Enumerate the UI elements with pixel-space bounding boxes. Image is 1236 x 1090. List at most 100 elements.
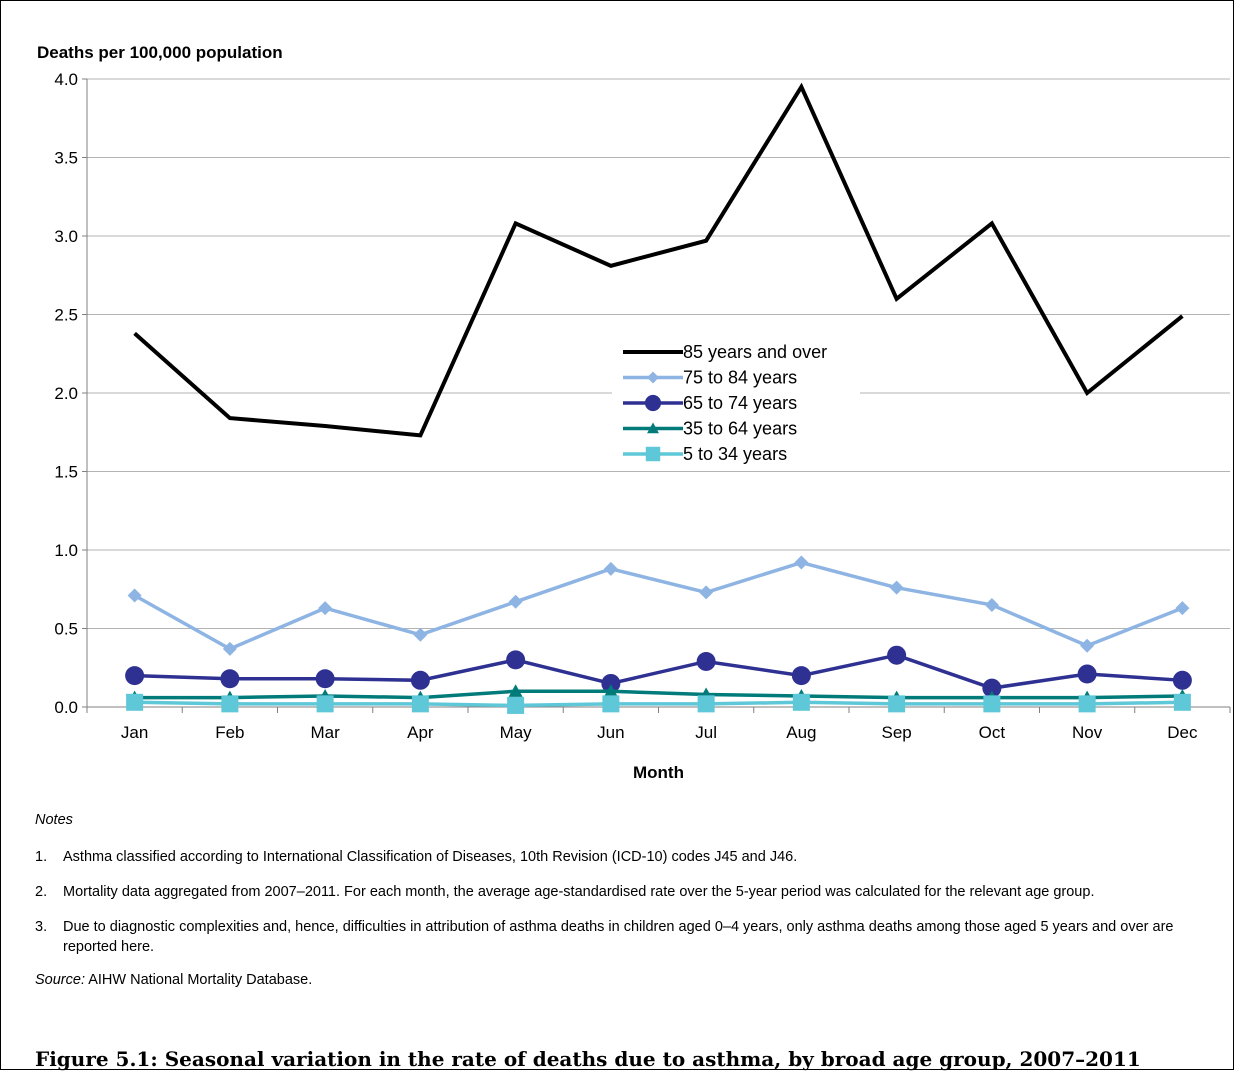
legend-entry: 35 to 64 years bbox=[623, 419, 797, 439]
data-point bbox=[794, 555, 809, 570]
series-85-years-and-over bbox=[133, 82, 1184, 438]
legend-label: 65 to 74 years bbox=[683, 393, 797, 413]
x-tick-label: Mar bbox=[310, 723, 340, 742]
data-point bbox=[696, 651, 716, 671]
y-tick-label: 3.0 bbox=[54, 227, 78, 246]
data-point bbox=[984, 597, 999, 612]
data-point bbox=[602, 695, 620, 713]
legend-entry: 5 to 34 years bbox=[623, 444, 787, 464]
series-line bbox=[134, 700, 1183, 708]
x-tick-label: Oct bbox=[979, 723, 1006, 742]
data-point bbox=[791, 666, 811, 686]
y-tick-label: 1.0 bbox=[54, 541, 78, 560]
data-point bbox=[125, 666, 145, 686]
data-point bbox=[507, 696, 525, 714]
series-line bbox=[134, 689, 1183, 700]
line-chart: 0.0 0.5 1.0 1.5 2.0 2.5 3.0 3.5 4.0 Jan Feb Mar Apr M… bbox=[54, 70, 1231, 782]
x-tick-label: Aug bbox=[786, 723, 816, 742]
x-tick-label: Feb bbox=[215, 723, 244, 742]
note-item: 3. Due to diagnostic complexities and, h… bbox=[35, 917, 1225, 957]
x-axis-title: Month bbox=[633, 763, 684, 782]
y-tick-label: 3.5 bbox=[54, 149, 78, 168]
x-tick-label: Jun bbox=[597, 723, 624, 742]
legend: 85 years and over 75 to 84 years 65 to 74 … bbox=[612, 337, 860, 470]
note-number: 1. bbox=[35, 849, 48, 865]
source-text: AIHW National Mortality Database. bbox=[84, 972, 313, 988]
series-line bbox=[134, 653, 1183, 690]
source-line: Source: AIHW National Mortality Database… bbox=[35, 970, 1225, 990]
y-tick-label: 2.5 bbox=[54, 306, 78, 325]
x-tick-label: Nov bbox=[1072, 723, 1103, 742]
data-point bbox=[410, 670, 430, 690]
legend-label: 35 to 64 years bbox=[683, 419, 797, 439]
axes: 0.0 0.5 1.0 1.5 2.0 2.5 3.0 3.5 4.0 Jan Feb Mar Apr M… bbox=[54, 70, 1231, 782]
y-tick-label: 0.0 bbox=[54, 698, 78, 717]
notes-section: Notes 1. Asthma classified according to … bbox=[35, 810, 1225, 990]
data-point bbox=[1078, 695, 1096, 713]
legend-label: 85 years and over bbox=[683, 342, 827, 362]
note-item: 1. Asthma classified according to Intern… bbox=[35, 847, 1225, 867]
note-text: Asthma classified according to Internati… bbox=[63, 849, 798, 865]
x-tick-label: Dec bbox=[1167, 723, 1198, 742]
series-lines bbox=[125, 82, 1192, 714]
data-point bbox=[603, 561, 618, 576]
data-point bbox=[318, 601, 333, 616]
data-point bbox=[411, 695, 429, 713]
legend-label: 5 to 34 years bbox=[683, 444, 787, 464]
note-number: 2. bbox=[35, 884, 48, 900]
data-point bbox=[647, 371, 659, 384]
y-tick-label: 4.0 bbox=[54, 70, 78, 89]
note-text: Mortality data aggregated from 2007–2011… bbox=[63, 884, 1095, 900]
series-75-to-84-years bbox=[127, 555, 1190, 656]
data-point bbox=[413, 627, 428, 642]
legend-entry: 85 years and over bbox=[623, 342, 827, 362]
y-tick-label: 0.5 bbox=[54, 620, 78, 639]
data-point bbox=[887, 645, 907, 665]
x-tick-label: Sep bbox=[882, 723, 912, 742]
data-point bbox=[126, 693, 144, 711]
data-point bbox=[889, 580, 904, 595]
data-point bbox=[888, 695, 906, 713]
data-point bbox=[506, 650, 526, 670]
series-35-to-64-years bbox=[127, 684, 1190, 704]
data-point bbox=[127, 588, 142, 603]
series-5-to-34-years bbox=[126, 693, 1191, 714]
data-point bbox=[645, 446, 661, 462]
y-axis-title: Deaths per 100,000 population bbox=[37, 43, 283, 62]
notes-heading: Notes bbox=[35, 812, 73, 828]
note-number: 3. bbox=[35, 919, 48, 935]
source-label: Source: bbox=[35, 972, 85, 988]
data-point bbox=[1172, 670, 1192, 690]
y-tick-label: 2.0 bbox=[54, 384, 78, 403]
data-point bbox=[220, 669, 240, 689]
data-point bbox=[508, 684, 523, 697]
data-point bbox=[508, 594, 523, 609]
legend-label: 75 to 84 years bbox=[683, 368, 797, 388]
series-65-to-74-years bbox=[125, 645, 1192, 698]
data-point bbox=[697, 695, 715, 713]
x-tick-label: May bbox=[500, 723, 533, 742]
data-point bbox=[699, 585, 714, 600]
data-point bbox=[647, 422, 659, 434]
data-point bbox=[315, 669, 335, 689]
x-tick-label: Jan bbox=[121, 723, 148, 742]
data-point bbox=[316, 695, 334, 713]
data-point bbox=[221, 695, 239, 713]
data-point bbox=[644, 394, 662, 412]
y-tick-label: 1.5 bbox=[54, 463, 78, 482]
data-point bbox=[601, 673, 621, 693]
data-point bbox=[983, 695, 1001, 713]
data-point bbox=[1080, 638, 1095, 653]
note-item: 2. Mortality data aggregated from 2007–2… bbox=[35, 882, 1225, 902]
data-point bbox=[1175, 601, 1190, 616]
legend-entry: 75 to 84 years bbox=[623, 368, 797, 388]
legend-entry: 65 to 74 years bbox=[623, 393, 797, 413]
series-line bbox=[133, 82, 1184, 438]
data-point bbox=[1173, 693, 1191, 711]
series-line bbox=[133, 560, 1184, 651]
data-point bbox=[603, 684, 618, 697]
note-text: Due to diagnostic complexities and, henc… bbox=[63, 919, 1174, 955]
data-point bbox=[222, 641, 237, 656]
data-point bbox=[792, 693, 810, 711]
